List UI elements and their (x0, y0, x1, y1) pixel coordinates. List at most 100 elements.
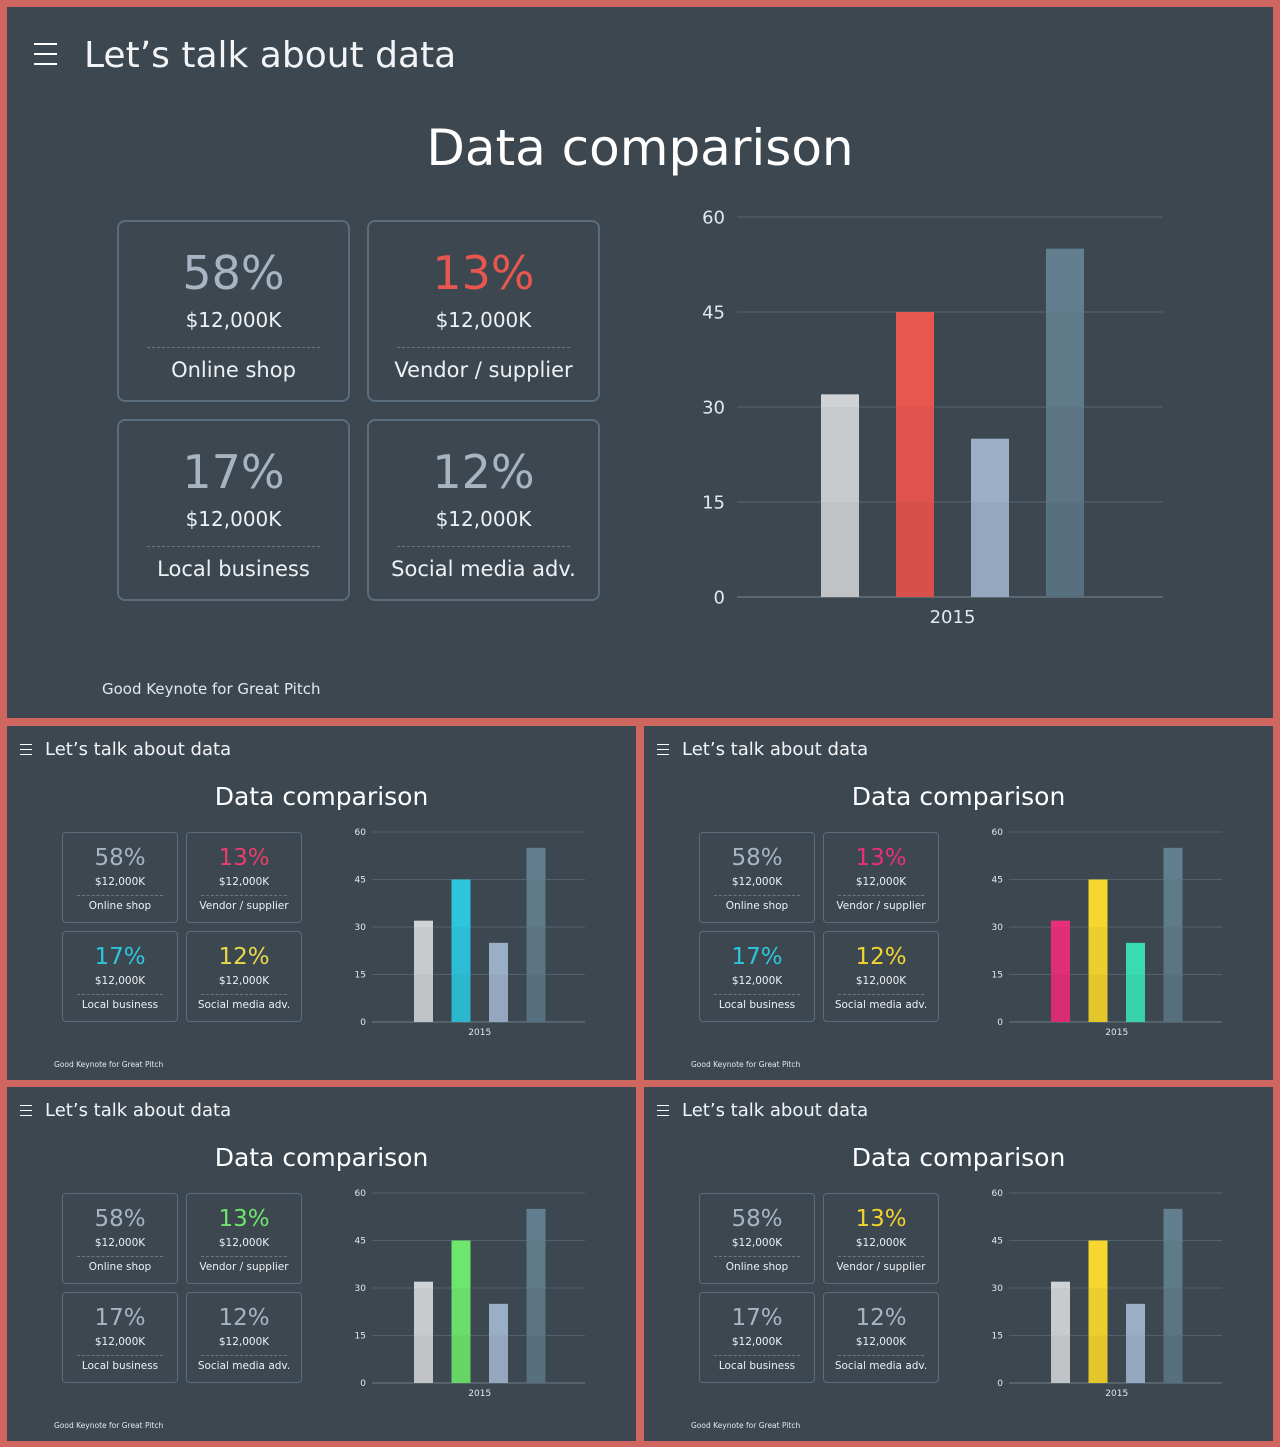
card-divider (838, 1256, 924, 1257)
stat-label: Social media adv. (391, 557, 576, 581)
y-tick-label: 0 (997, 1379, 1003, 1389)
bar-band (1051, 1288, 1070, 1383)
y-tick-label: 30 (992, 1284, 1004, 1294)
stat-percentage: 17% (94, 944, 146, 970)
stat-amount: $12,000K (218, 1237, 270, 1249)
bar (414, 1281, 433, 1383)
stat-card-local-business: 17% $12,000K Local business (62, 1292, 178, 1383)
stat-card-online-shop: 58% $12,000K Online shop (62, 832, 178, 923)
thumbnail-slide-2[interactable]: Let’s talk about data Data comparison 58… (644, 726, 1273, 1080)
thumbnail-slide-4[interactable]: Let’s talk about data Data comparison 58… (644, 1087, 1273, 1441)
card-divider (147, 546, 320, 547)
slide-footer: Good Keynote for Great Pitch (102, 680, 321, 698)
bar-band (414, 927, 433, 1022)
stat-percentage: 17% (731, 1305, 783, 1331)
bar-chart: 0 15 30 45 60 2015 (355, 1189, 585, 1399)
stat-amount: $12,000K (218, 975, 270, 987)
card-divider (838, 994, 924, 995)
stat-label: Vendor / supplier (199, 1261, 289, 1273)
bar (526, 1208, 546, 1383)
bar (489, 942, 508, 1022)
card-divider (838, 1355, 924, 1356)
card-divider (77, 895, 163, 896)
stat-percentage: 13% (218, 1206, 270, 1232)
stat-amount: $12,000K (94, 1336, 146, 1348)
stat-label: Online shop (88, 1261, 152, 1273)
stat-amount: $12,000K (855, 876, 907, 888)
y-tick-label: 15 (702, 492, 725, 513)
stat-label: Local business (718, 999, 796, 1011)
y-tick-label: 15 (992, 971, 1003, 981)
stat-percentage: 58% (182, 246, 285, 300)
bar-band (527, 880, 546, 1023)
y-tick-label: 45 (992, 1237, 1003, 1247)
stat-card-online-shop: 58% $12,000K Online shop (699, 1193, 815, 1284)
slide-title: Data comparison (426, 119, 854, 177)
bar (1051, 1281, 1070, 1383)
y-tick-label: 60 (355, 1189, 367, 1199)
hamburger-menu-icon[interactable] (34, 43, 57, 65)
stat-label: Online shop (171, 358, 296, 382)
stat-percentage: 13% (218, 845, 270, 871)
bar-band (971, 502, 1009, 597)
bar-chart: 0 15 30 45 60 2015 (702, 207, 1163, 628)
stat-percentage: 13% (855, 1206, 907, 1232)
stat-card-local-business: 17% $12,000K Local business (699, 931, 815, 1022)
y-tick-label: 30 (355, 1284, 367, 1294)
stat-label: Social media adv. (834, 999, 928, 1011)
bar (489, 1303, 508, 1383)
bar (451, 1240, 471, 1383)
bar-band (527, 1241, 546, 1384)
slide-footer: Good Keynote for Great Pitch (54, 1060, 164, 1069)
card-divider (201, 895, 287, 896)
slide-header-title: Let’s talk about data (84, 35, 457, 76)
stat-amount: $12,000K (218, 1336, 270, 1348)
bar-chart: 0 15 30 45 60 2015 (992, 828, 1222, 1038)
y-tick-label: 45 (992, 876, 1003, 886)
card-divider (77, 994, 163, 995)
stat-amount: $12,000K (731, 1237, 783, 1249)
stat-label: Local business (718, 1360, 796, 1372)
stat-percentage: 17% (182, 445, 285, 499)
stat-card-vendor-supplier: 13% $12,000K Vendor / supplier (367, 220, 600, 402)
bar (451, 879, 471, 1022)
card-divider (201, 994, 287, 995)
bar (1051, 920, 1070, 1022)
stat-percentage: 17% (731, 944, 783, 970)
y-tick-label: 45 (702, 302, 725, 323)
bar-band (1126, 975, 1145, 1023)
hamburger-menu-icon[interactable] (20, 744, 32, 755)
hamburger-menu-icon[interactable] (657, 1105, 669, 1116)
y-tick-label: 60 (355, 828, 367, 838)
y-tick-label: 30 (992, 923, 1004, 933)
stat-percentage: 58% (94, 845, 146, 871)
bar (1126, 1303, 1145, 1383)
stat-percentage: 13% (432, 246, 535, 300)
card-divider (77, 1355, 163, 1356)
hamburger-menu-icon[interactable] (20, 1105, 32, 1116)
thumbnail-slide-1[interactable]: Let’s talk about data Data comparison 58… (7, 726, 636, 1080)
thumbnail-slide-3[interactable]: Let’s talk about data Data comparison 58… (7, 1087, 636, 1441)
bar-band (821, 407, 859, 597)
bar-band (414, 1288, 433, 1383)
bar-band (1164, 880, 1183, 1023)
bar (1163, 847, 1183, 1022)
bar-band (896, 407, 934, 597)
bar-band (1051, 927, 1070, 1022)
stat-label: Social media adv. (834, 1360, 928, 1372)
stat-card-social-media: 12% $12,000K Social media adv. (823, 931, 939, 1022)
bar-band (1089, 1288, 1108, 1383)
hamburger-menu-icon[interactable] (657, 744, 669, 755)
y-tick-label: 15 (355, 1332, 366, 1342)
stat-amount: $12,000K (94, 1237, 146, 1249)
bar-band (489, 975, 508, 1023)
y-tick-label: 30 (702, 397, 725, 418)
x-category-label: 2015 (930, 607, 976, 628)
slide-footer: Good Keynote for Great Pitch (691, 1060, 801, 1069)
bar-band (1046, 312, 1084, 597)
slide-header-title: Let’s talk about data (682, 1100, 869, 1121)
x-category-label: 2015 (1105, 1028, 1128, 1038)
bar-band (1126, 1336, 1145, 1384)
stat-amount: $12,000K (855, 1237, 907, 1249)
card-divider (397, 546, 570, 547)
